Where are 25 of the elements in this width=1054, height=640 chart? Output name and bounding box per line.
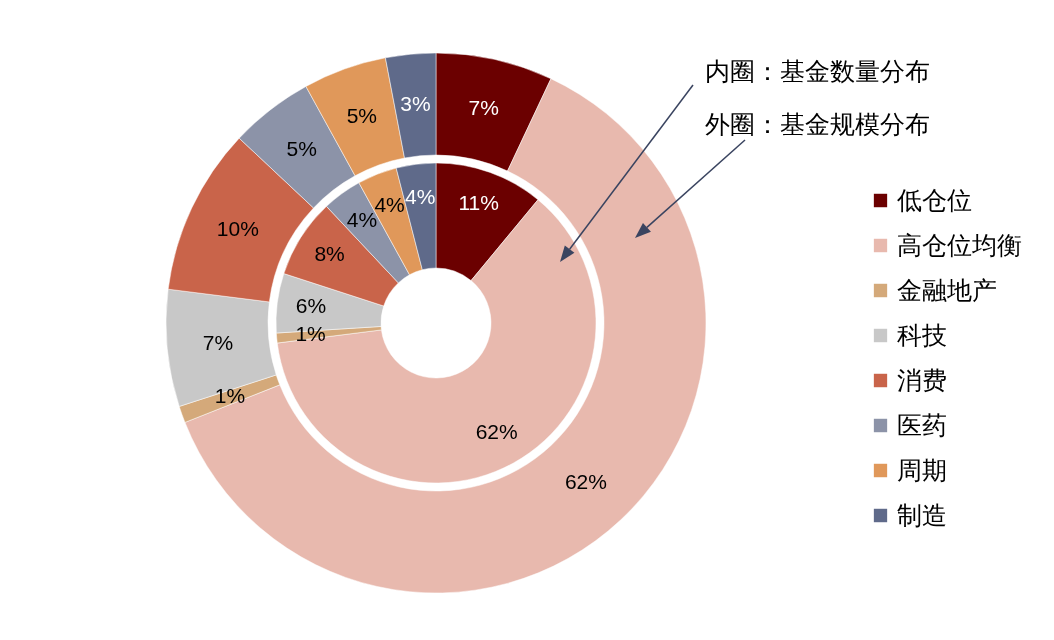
data-label: 8% (314, 242, 345, 266)
legend-label: 高仓位均衡 (897, 230, 1022, 259)
data-label: 5% (286, 136, 317, 160)
data-label: 62% (564, 469, 607, 493)
data-label: 3% (400, 91, 431, 115)
legend-label: 医药 (897, 410, 947, 439)
legend-label: 金融地产 (897, 275, 997, 304)
data-label: 11% (458, 191, 499, 215)
legend-label: 消费 (897, 365, 947, 394)
data-label: 10% (216, 216, 259, 240)
text: 外圈：基金规模分布 (705, 109, 930, 140)
text: 内圈：基金数量分布 (705, 56, 930, 87)
data-label: 1% (295, 321, 326, 345)
legend-label: 制造 (897, 500, 947, 529)
legend-label: 低仓位 (897, 185, 972, 214)
data-label: 6% (295, 294, 327, 318)
data-label: 62% (475, 420, 518, 444)
data-label: 1% (214, 384, 246, 408)
data-label: 5% (346, 103, 377, 127)
data-label: 7% (468, 96, 499, 120)
data-label: 4% (374, 192, 405, 216)
legend-label: 周期 (897, 455, 947, 484)
data-label: 4% (405, 184, 436, 208)
legend-label: 科技 (897, 320, 947, 349)
data-label: 7% (202, 330, 234, 354)
